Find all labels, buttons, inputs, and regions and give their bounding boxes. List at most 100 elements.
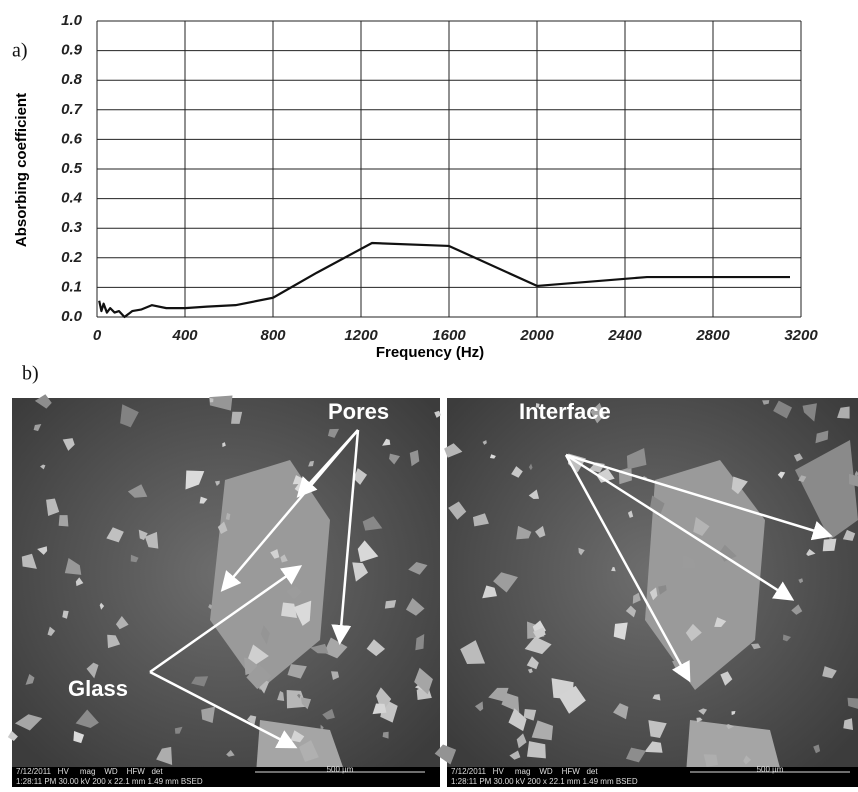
- panel-label: b): [22, 363, 39, 385]
- flake: [127, 484, 148, 498]
- x-tick-label: 2400: [607, 327, 642, 344]
- flake: [248, 644, 269, 665]
- flake: [287, 664, 307, 679]
- x-axis-label: Frequency (Hz): [376, 344, 484, 361]
- flake: [815, 430, 829, 444]
- flake: [526, 741, 546, 759]
- flake: [626, 448, 647, 470]
- flake: [526, 656, 539, 670]
- flake: [308, 460, 315, 467]
- annotation: Pores: [328, 399, 389, 424]
- flake: [535, 403, 540, 408]
- flake: [120, 404, 139, 428]
- flake: [300, 697, 312, 710]
- panel-label: a): [12, 40, 28, 62]
- flake: [658, 585, 667, 595]
- flake: [296, 693, 301, 699]
- flake: [33, 424, 42, 432]
- flake: [185, 470, 205, 490]
- flake: [448, 501, 467, 520]
- flake: [409, 449, 420, 467]
- flake: [762, 400, 770, 405]
- flake: [632, 592, 641, 604]
- flake: [523, 709, 537, 721]
- flake: [270, 549, 280, 559]
- flake: [682, 554, 696, 569]
- flake: [489, 454, 496, 459]
- y-tick-label: 0.3: [61, 219, 83, 236]
- y-tick-label: 0.4: [61, 190, 83, 207]
- flake: [842, 529, 856, 541]
- flake: [596, 468, 615, 483]
- flake: [611, 566, 616, 572]
- flake: [482, 585, 497, 599]
- micrograph: [7, 394, 441, 787]
- flake: [472, 513, 489, 527]
- info: 7/12/2011 HV mag WD HFW det: [16, 767, 163, 776]
- x-tick-label: 0: [93, 327, 102, 344]
- flake: [372, 703, 387, 715]
- flake: [389, 453, 401, 465]
- flake: [323, 637, 348, 659]
- flake: [798, 475, 807, 483]
- flake: [366, 639, 386, 657]
- flake: [225, 512, 231, 520]
- flake: [405, 597, 425, 616]
- y-tick-label: 0.2: [61, 249, 83, 266]
- flake: [798, 578, 804, 584]
- flake: [25, 673, 35, 685]
- flake: [21, 553, 37, 569]
- flake: [310, 643, 329, 654]
- info: 7/12/2011 HV mag WD HFW det: [451, 767, 598, 776]
- flake: [299, 740, 319, 762]
- flake: [625, 605, 637, 618]
- flake: [7, 730, 18, 742]
- x-tick-label: 2000: [519, 327, 554, 344]
- flake: [382, 731, 389, 739]
- y-tick-label: 1.0: [61, 12, 83, 29]
- flake: [460, 640, 486, 664]
- flake: [613, 622, 628, 640]
- flake: [434, 410, 441, 418]
- flake: [201, 706, 216, 724]
- flake: [434, 744, 457, 765]
- flake: [293, 600, 312, 626]
- scale-label: 500 µm: [757, 765, 784, 774]
- flake: [644, 741, 663, 753]
- flake: [277, 691, 285, 702]
- flake: [652, 694, 661, 701]
- flake: [209, 397, 214, 403]
- flake: [719, 544, 737, 562]
- flake: [208, 604, 213, 610]
- flake: [782, 634, 792, 642]
- flake: [281, 602, 298, 619]
- flake: [352, 562, 368, 582]
- flake: [482, 440, 487, 445]
- flake: [62, 610, 69, 619]
- flake: [720, 671, 733, 686]
- flake: [474, 701, 484, 712]
- flake: [226, 750, 235, 757]
- flake: [191, 676, 209, 687]
- flake: [843, 718, 854, 730]
- flake: [524, 636, 552, 655]
- flake: [144, 531, 159, 549]
- arrows: [149, 429, 833, 749]
- flake: [731, 710, 736, 716]
- flake: [246, 664, 272, 690]
- flake: [64, 558, 82, 575]
- flake: [286, 689, 307, 709]
- flake: [802, 403, 817, 422]
- y-tick-label: 0.6: [61, 130, 83, 147]
- flake: [231, 411, 243, 424]
- x-tick-label: 2800: [695, 327, 730, 344]
- flake: [107, 634, 121, 649]
- y-tick-label: 0.0: [61, 308, 83, 325]
- flake: [86, 662, 99, 679]
- flake: [726, 724, 735, 730]
- flake: [501, 692, 520, 713]
- flake: [75, 577, 84, 587]
- flake: [648, 720, 667, 738]
- flake: [578, 547, 585, 556]
